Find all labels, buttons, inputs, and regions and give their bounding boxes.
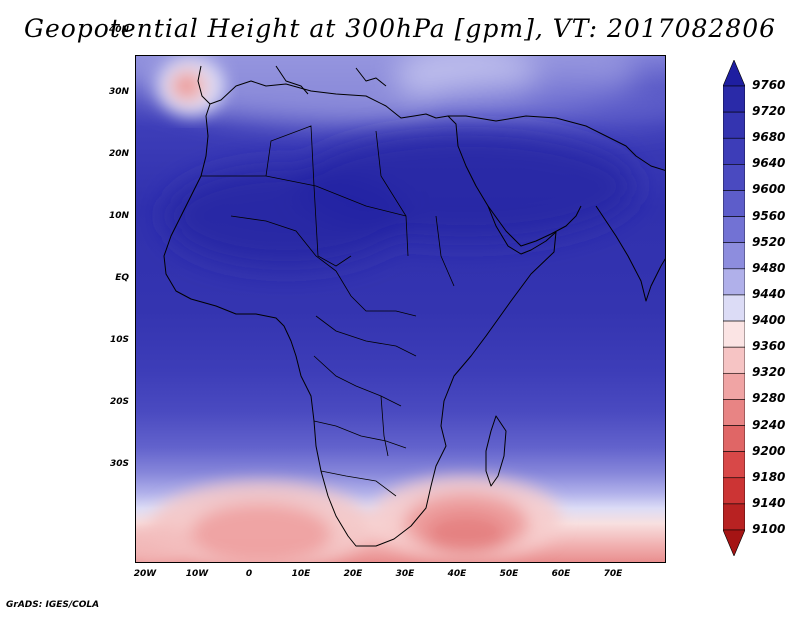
colorbar-label: 9680 — [752, 130, 786, 145]
lat-label: 20S — [109, 397, 129, 407]
lat-label: 40N — [108, 25, 129, 35]
colorbar-block — [723, 216, 745, 244]
border-line — [375, 130, 409, 257]
subtropical-high — [166, 131, 636, 266]
border-line — [230, 215, 337, 272]
southern-troughs — [136, 476, 561, 562]
colorbar-label: 9360 — [752, 339, 786, 354]
colorbar-block — [723, 111, 745, 139]
border-line — [320, 470, 397, 497]
lon-label: 20W — [133, 569, 157, 579]
colorbar-block — [723, 268, 745, 296]
colorbar-label: 9100 — [752, 522, 786, 536]
colorbar-block — [723, 137, 745, 165]
asia-coastline — [448, 115, 665, 171]
lon-label: 10E — [291, 569, 311, 579]
colorbar-label: 9720 — [752, 104, 786, 119]
colorbar — [723, 60, 745, 556]
colorbar-label: 9280 — [752, 391, 786, 406]
colorbar-label: 9200 — [752, 443, 786, 458]
colorbar-label: 9400 — [752, 313, 786, 328]
lon-label: 10W — [185, 569, 209, 579]
lat-label: 10S — [109, 335, 129, 345]
colorbar-block — [723, 320, 745, 348]
lon-label: 70E — [603, 569, 623, 579]
greece-coastline — [355, 67, 387, 87]
lat-label: EQ — [115, 273, 129, 283]
italy-coastline — [275, 65, 309, 95]
colorbar-block — [723, 399, 745, 426]
border-line — [335, 270, 417, 317]
coastlines — [163, 65, 665, 547]
colorbar-label: 9240 — [752, 417, 786, 432]
colorbar-block — [723, 85, 745, 113]
colorbar-block — [723, 503, 745, 531]
lat-label: 10N — [108, 211, 129, 221]
colorbar-arrow-top — [723, 60, 745, 87]
colorbar-label: 9320 — [752, 365, 786, 380]
lon-label: 0 — [245, 569, 253, 579]
colorbar-label: 9520 — [752, 234, 786, 249]
colorbar-block — [723, 294, 745, 322]
border-line — [313, 420, 407, 449]
border-line — [201, 175, 407, 217]
border-line — [315, 315, 417, 357]
colorbar-block — [723, 451, 745, 479]
colorbar-block — [723, 372, 745, 400]
chart-title: Geopotential Height at 300hPa [gpm], VT:… — [23, 14, 777, 43]
colorbar-block — [723, 242, 745, 270]
border-line — [380, 395, 389, 457]
colorbar-block — [723, 190, 745, 217]
colorbar-label: 9760 — [752, 78, 786, 92]
iberian-low — [157, 56, 225, 116]
border-line — [265, 125, 315, 187]
colorbar-label: 9180 — [752, 469, 786, 484]
colorbar-label: 9140 — [752, 495, 786, 510]
lat-label: 30N — [108, 87, 129, 97]
grads-credit: GrADS: IGES/COLA — [6, 600, 100, 610]
lon-label: 40E — [447, 569, 467, 579]
colorbar-block — [723, 346, 745, 374]
border-line — [435, 215, 455, 287]
lat-label: 20N — [108, 149, 129, 159]
colorbar-label: 9640 — [752, 156, 786, 171]
geopotential-map — [136, 56, 665, 562]
colorbar-block — [723, 425, 745, 452]
country-borders — [201, 125, 455, 497]
map-plot-area — [135, 55, 666, 563]
colorbar-label: 9600 — [752, 182, 786, 197]
lon-label: 20E — [343, 569, 363, 579]
madagascar-coastline — [485, 415, 507, 487]
arabia-coastline — [487, 205, 582, 247]
africa-coastline — [163, 65, 557, 547]
northern-gradient — [136, 56, 665, 131]
lat-label: 30S — [109, 459, 129, 469]
colorbar-label: 9480 — [752, 260, 786, 275]
colorbar-label: 9440 — [752, 286, 786, 301]
colorbar-block — [723, 477, 745, 505]
lon-label: 60E — [551, 569, 571, 579]
border-line — [313, 355, 402, 407]
india-coastline — [595, 205, 665, 302]
colorbar-arrow-bottom — [723, 529, 745, 556]
lon-label: 30E — [395, 569, 415, 579]
colorbar-label: 9560 — [752, 208, 786, 223]
colorbar-block — [723, 164, 745, 191]
border-line — [313, 185, 352, 267]
lon-label: 50E — [499, 569, 519, 579]
